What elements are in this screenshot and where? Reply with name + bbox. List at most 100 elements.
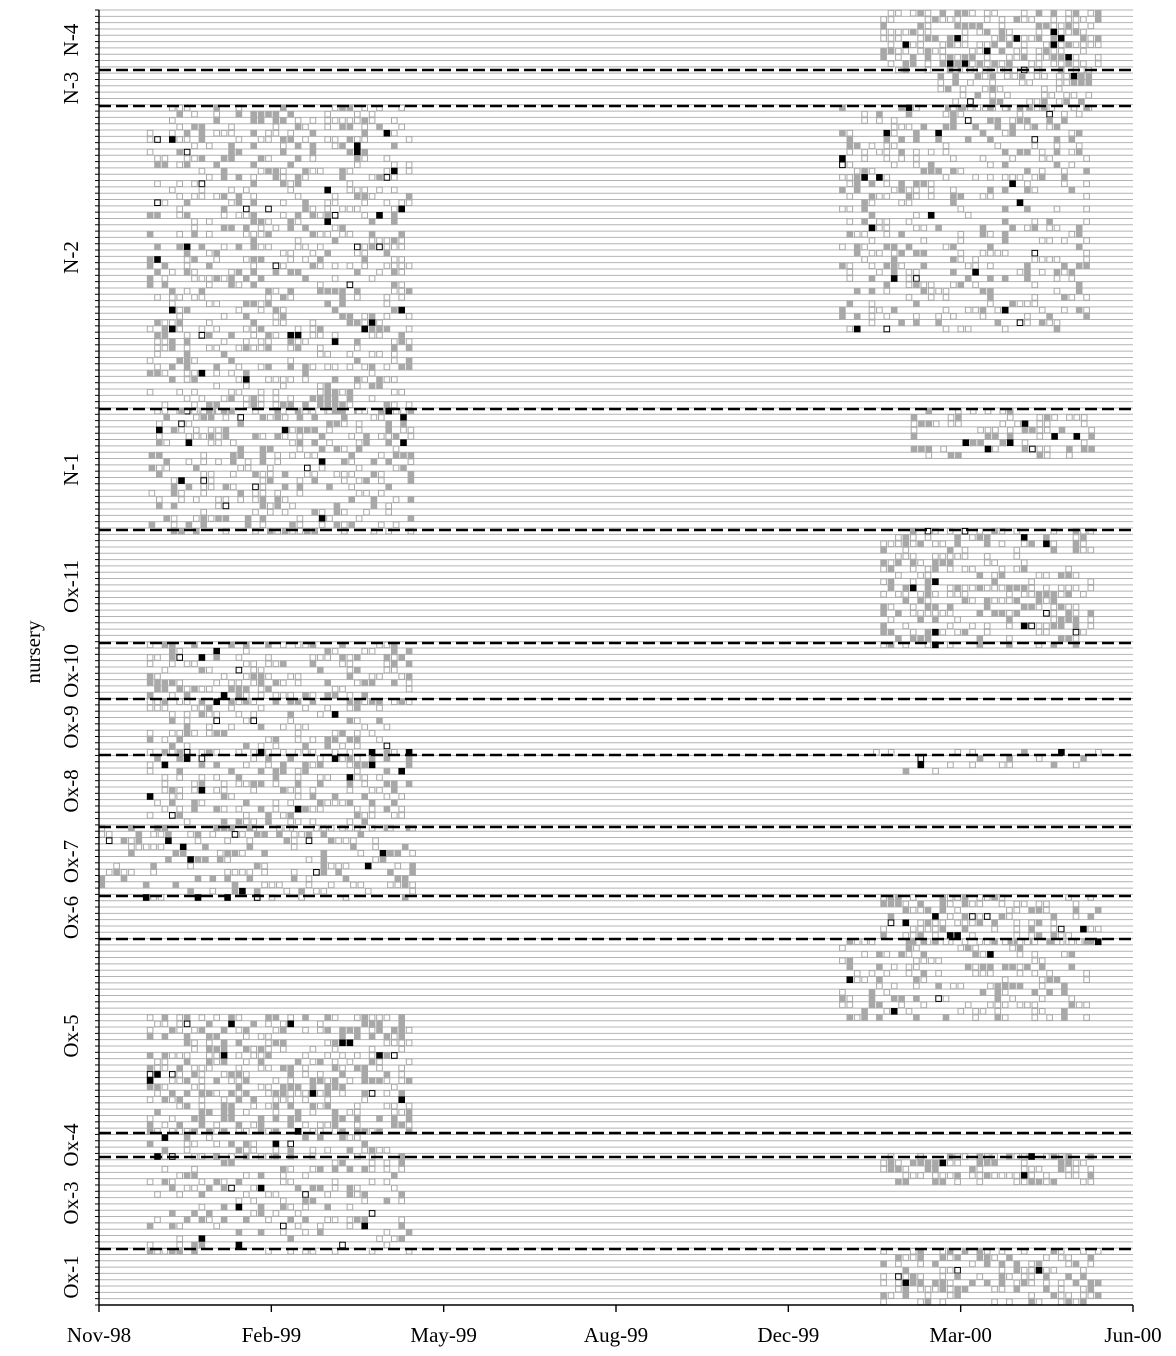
open-marker — [206, 231, 213, 238]
open-marker — [280, 1045, 287, 1053]
open-marker — [105, 831, 113, 838]
gray-marker — [391, 647, 398, 655]
black-marker — [339, 1039, 346, 1047]
black-marker — [243, 376, 250, 383]
gray-marker — [257, 1121, 265, 1129]
gray-marker — [128, 850, 135, 857]
open-marker — [391, 117, 398, 124]
gray-marker — [383, 1052, 391, 1059]
open-marker — [1043, 426, 1051, 434]
gray-marker — [902, 1292, 910, 1299]
gray-marker — [257, 155, 265, 162]
open-marker — [200, 508, 207, 516]
gray-marker — [209, 875, 217, 882]
open-marker — [942, 306, 950, 314]
gray-marker — [327, 837, 335, 845]
gray-marker — [383, 805, 391, 813]
gray-marker — [924, 35, 932, 42]
open-marker — [846, 995, 854, 1002]
gray-marker — [361, 1216, 368, 1224]
gray-marker — [324, 1203, 331, 1211]
gray-marker — [917, 1279, 924, 1287]
gray-marker — [961, 628, 969, 636]
open-marker — [178, 426, 185, 434]
open-marker — [317, 711, 324, 718]
open-marker — [272, 742, 280, 750]
black-marker — [883, 129, 891, 137]
x-tick-label: Nov-98 — [67, 1323, 131, 1347]
gray-marker — [257, 117, 265, 124]
open-marker — [1004, 92, 1011, 99]
open-marker — [239, 850, 246, 857]
gray-marker — [1065, 60, 1072, 68]
open-marker — [947, 420, 955, 428]
open-marker — [1001, 325, 1009, 333]
gray-marker — [146, 736, 154, 743]
open-marker — [1080, 546, 1087, 554]
open-marker — [887, 603, 895, 611]
open-marker — [1043, 41, 1050, 49]
open-marker — [1050, 540, 1058, 548]
gray-marker — [287, 161, 294, 169]
open-marker — [331, 1178, 339, 1186]
gray-marker — [1066, 445, 1073, 453]
gray-marker — [924, 906, 932, 914]
gray-marker — [1013, 1285, 1021, 1293]
open-marker — [250, 1121, 257, 1129]
open-marker — [198, 325, 206, 333]
gray-marker — [169, 647, 176, 655]
open-marker — [947, 414, 955, 421]
open-marker — [895, 534, 902, 541]
open-marker — [876, 306, 883, 314]
gray-marker — [280, 1039, 287, 1047]
gray-marker — [853, 180, 861, 187]
gray-marker — [976, 1159, 984, 1167]
gray-marker — [939, 1285, 947, 1293]
open-marker — [272, 660, 280, 668]
gray-marker — [176, 755, 183, 762]
gray-marker — [935, 982, 942, 990]
open-marker — [383, 641, 391, 649]
gray-marker — [1050, 546, 1058, 554]
open-marker — [235, 1090, 243, 1097]
gray-marker — [391, 780, 398, 788]
open-marker — [326, 426, 333, 434]
open-marker — [318, 464, 326, 472]
open-marker — [161, 774, 169, 781]
open-marker — [324, 351, 331, 358]
gray-marker — [1009, 129, 1016, 137]
open-marker — [1031, 1014, 1039, 1021]
gray-marker — [1057, 1159, 1065, 1167]
gray-marker — [924, 591, 932, 598]
open-marker — [979, 155, 987, 162]
open-marker — [391, 1033, 398, 1040]
gray-marker — [1020, 584, 1028, 592]
open-marker — [198, 774, 206, 781]
gray-marker — [331, 401, 339, 409]
open-marker — [972, 256, 979, 263]
open-marker — [1024, 123, 1031, 131]
open-marker — [309, 654, 317, 661]
open-marker — [969, 1172, 976, 1179]
open-marker — [998, 584, 1006, 592]
open-marker — [880, 591, 887, 598]
open-marker — [154, 344, 161, 352]
gray-marker — [955, 452, 962, 459]
open-marker — [206, 730, 213, 737]
open-marker — [305, 875, 313, 882]
open-marker — [339, 231, 346, 238]
open-marker — [846, 275, 854, 282]
open-marker — [890, 123, 898, 131]
gray-marker — [1046, 989, 1053, 996]
open-marker — [169, 1052, 176, 1059]
gray-marker — [376, 717, 383, 725]
open-marker — [1087, 616, 1095, 623]
open-marker — [206, 218, 213, 225]
open-marker — [1068, 129, 1076, 137]
open-marker — [317, 755, 324, 762]
gray-marker — [961, 900, 969, 908]
gray-marker — [280, 1203, 287, 1211]
gray-marker — [954, 1292, 961, 1299]
gray-marker — [398, 1121, 405, 1129]
gray-marker — [213, 275, 220, 282]
